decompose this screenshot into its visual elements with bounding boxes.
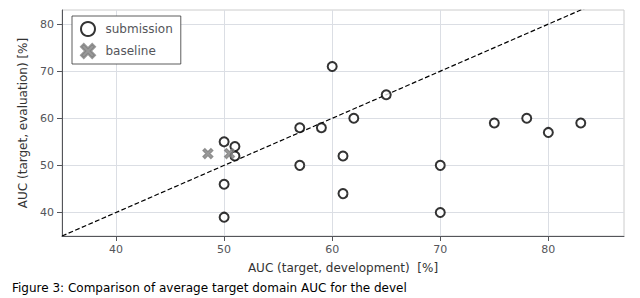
svg-text:AUC (target, evaluation) [%]: AUC (target, evaluation) [%] [16,38,30,208]
svg-text:80: 80 [541,243,555,256]
svg-text:submission: submission [106,22,173,36]
svg-text:50: 50 [217,243,231,256]
svg-text:40: 40 [109,243,123,256]
svg-text:70: 70 [40,65,54,78]
svg-text:70: 70 [433,243,447,256]
svg-text:baseline: baseline [106,44,156,58]
svg-text:50: 50 [40,159,54,172]
svg-text:40: 40 [40,206,54,219]
svg-text:Figure 3: Comparison of averag: Figure 3: Comparison of average target d… [12,281,407,295]
svg-text:60: 60 [325,243,339,256]
svg-text:80: 80 [40,18,54,31]
svg-text:AUC (target, development) [%]: AUC (target, development) [%] [248,261,438,275]
svg-text:60: 60 [40,112,54,125]
